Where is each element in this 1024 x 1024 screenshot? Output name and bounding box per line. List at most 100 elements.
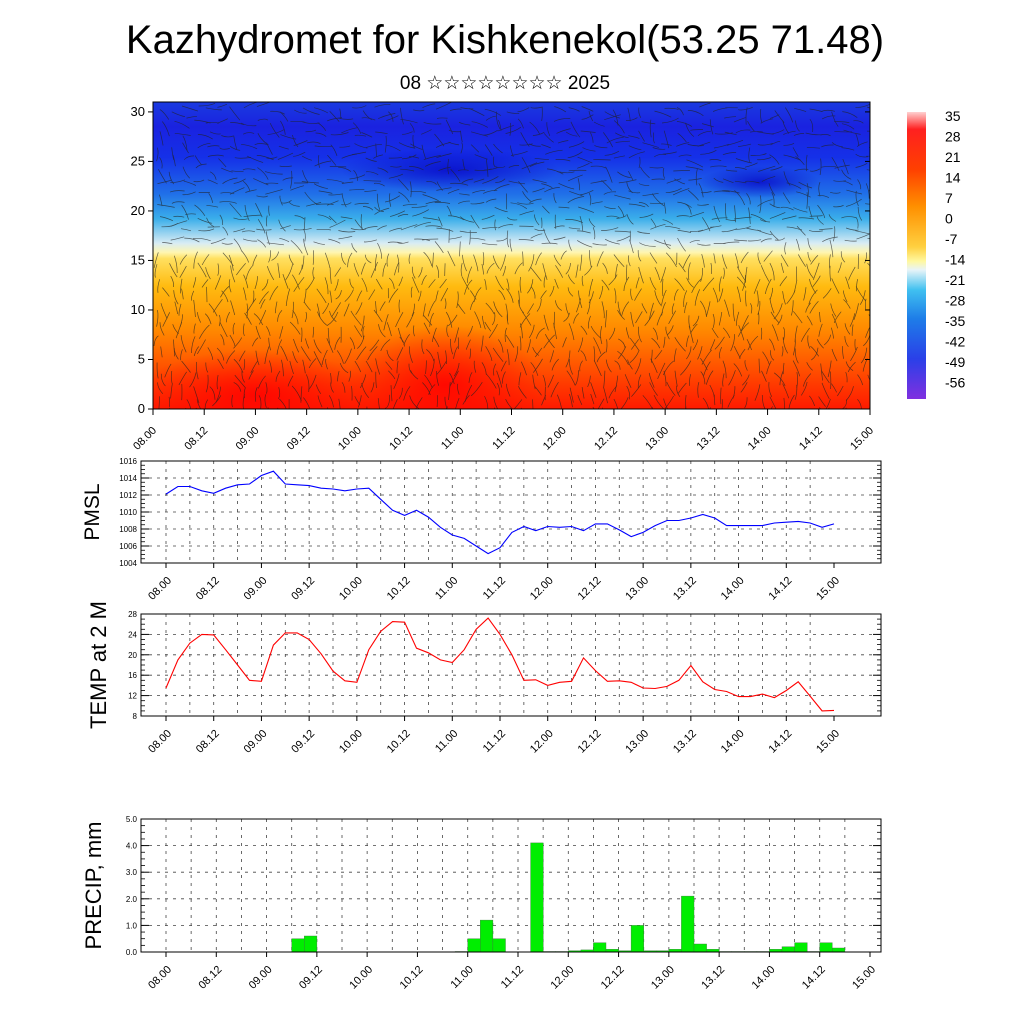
wind-line <box>818 323 823 337</box>
wind-line <box>287 375 294 387</box>
colorbar-label: 21 <box>945 149 961 165</box>
wind-line <box>186 115 197 119</box>
wind-line <box>581 106 594 112</box>
wind-line <box>265 326 271 336</box>
wind-line <box>637 231 651 234</box>
wind-line <box>281 359 284 377</box>
wind-line <box>657 362 666 380</box>
wind-line <box>506 314 509 325</box>
wind-line <box>197 339 206 355</box>
wind-line <box>771 324 779 341</box>
wind-line <box>542 374 546 386</box>
wind-line <box>245 298 257 314</box>
wind-line <box>722 373 725 387</box>
wind-line <box>363 179 382 182</box>
wind-line <box>248 370 254 380</box>
wind-line <box>423 322 431 334</box>
wind-line <box>193 323 196 334</box>
wind-line <box>724 299 730 317</box>
wind-line <box>629 239 634 254</box>
wind-line <box>844 323 851 335</box>
wind-line <box>551 358 559 371</box>
wind-line <box>809 301 819 314</box>
y-tick-label: 30 <box>131 104 145 119</box>
wind-line <box>766 360 772 375</box>
wind-line <box>436 360 447 375</box>
wind-line <box>534 386 542 396</box>
wind-line <box>558 182 575 190</box>
wind-line <box>613 120 625 134</box>
wind-line <box>267 407 269 409</box>
wind-line <box>603 191 617 195</box>
wind-line <box>688 178 702 181</box>
wind-line <box>686 346 692 360</box>
wind-line <box>329 111 340 122</box>
wind-line <box>300 386 303 403</box>
wind-line <box>351 385 353 401</box>
wind-line <box>449 236 462 240</box>
wind-line <box>856 278 859 292</box>
wind-line <box>747 239 762 242</box>
y-tick-label: 28 <box>128 610 137 619</box>
wind-line <box>673 170 690 172</box>
wind-line <box>745 180 760 184</box>
wind-line <box>568 393 573 408</box>
y-tick-label: 1016 <box>119 457 137 466</box>
wind-line <box>222 177 238 184</box>
wind-line <box>868 190 870 192</box>
wind-line <box>362 110 372 121</box>
y-tick-label: 16 <box>128 671 137 680</box>
wind-line <box>353 169 359 181</box>
wind-line <box>687 110 704 116</box>
wind-line <box>271 251 279 261</box>
wind-line <box>397 241 409 244</box>
wind-line <box>180 278 183 294</box>
wind-line <box>638 202 649 208</box>
wind-line <box>268 205 270 216</box>
wind-line <box>714 132 733 135</box>
wind-line <box>172 324 180 334</box>
wind-line <box>565 131 578 137</box>
y-axis-label: PMSL <box>81 483 104 540</box>
wind-line <box>567 410 569 424</box>
wind-line <box>506 349 510 366</box>
wind-line <box>232 408 234 409</box>
wind-line <box>830 303 837 317</box>
wind-line <box>277 310 283 322</box>
wind-line <box>630 311 634 327</box>
wind-line <box>527 303 535 314</box>
wind-line <box>421 275 427 285</box>
wind-line <box>302 107 320 115</box>
wind-line <box>543 228 551 244</box>
wind-line <box>454 327 460 343</box>
x-tick-label: 10.00 <box>347 964 375 992</box>
wind-line <box>714 336 725 350</box>
wind-line <box>592 406 595 409</box>
wind-line <box>252 254 258 266</box>
wind-line <box>456 291 459 308</box>
wind-line <box>591 201 603 204</box>
wind-line <box>805 302 811 313</box>
wind-line <box>829 371 832 390</box>
wind-line <box>385 195 400 203</box>
precip-bar <box>530 842 544 953</box>
wind-line <box>366 406 368 409</box>
wind-line <box>783 171 791 186</box>
wind-line <box>740 251 749 264</box>
wind-line <box>590 382 597 398</box>
wind-line <box>495 178 506 183</box>
wind-line <box>482 176 499 184</box>
wind-line <box>460 107 474 110</box>
wind-line <box>604 238 620 245</box>
wind-line <box>365 143 382 148</box>
wind-line <box>256 228 272 231</box>
precip-bar <box>593 942 607 953</box>
wind-line <box>496 237 508 242</box>
wind-line <box>459 230 477 233</box>
wind-line <box>644 310 655 327</box>
wind-line <box>605 166 613 183</box>
wind-line <box>207 179 218 185</box>
wind-line <box>569 387 574 403</box>
wind-line <box>313 241 325 246</box>
wind-line <box>192 237 211 242</box>
